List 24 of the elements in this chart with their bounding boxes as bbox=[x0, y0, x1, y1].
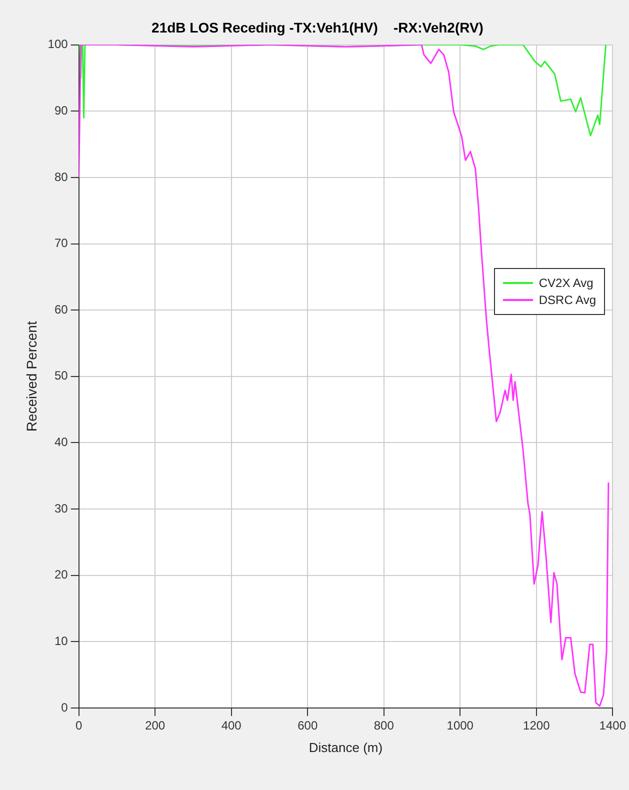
x-tick-label: 1000 bbox=[446, 718, 474, 733]
x-tick-label: 800 bbox=[374, 718, 394, 733]
x-tick-label: 400 bbox=[221, 718, 242, 733]
x-tick-label: 600 bbox=[298, 718, 318, 733]
legend-label: DSRC Avg bbox=[538, 293, 596, 307]
x-tick-label: 200 bbox=[145, 718, 166, 733]
x-tick-label: 1400 bbox=[599, 718, 626, 733]
y-tick-label: 60 bbox=[54, 302, 68, 316]
y-tick-label: 30 bbox=[54, 501, 68, 516]
x-tick-label: 1200 bbox=[523, 718, 550, 733]
y-axis-title: Received Percent bbox=[23, 321, 40, 432]
y-tick-label: 100 bbox=[48, 37, 68, 52]
y-tick-label: 50 bbox=[54, 368, 68, 383]
x-tick-label: 0 bbox=[75, 718, 82, 733]
x-axis-title: Distance (m) bbox=[308, 740, 383, 755]
y-tick-label: 70 bbox=[54, 236, 68, 250]
y-tick-label: 80 bbox=[54, 170, 68, 184]
y-tick-label: 90 bbox=[54, 103, 68, 118]
legend-label: CV2X Avg bbox=[538, 276, 594, 290]
y-tick-label: 40 bbox=[54, 435, 68, 450]
y-tick-label: 0 bbox=[61, 700, 68, 714]
chart-title: 21dB LOS Receding -TX:Veh1(HV) -RX:Veh2(RV) bbox=[152, 19, 484, 36]
y-tick-label: 20 bbox=[54, 568, 68, 582]
y-tick-label: 10 bbox=[54, 634, 68, 648]
